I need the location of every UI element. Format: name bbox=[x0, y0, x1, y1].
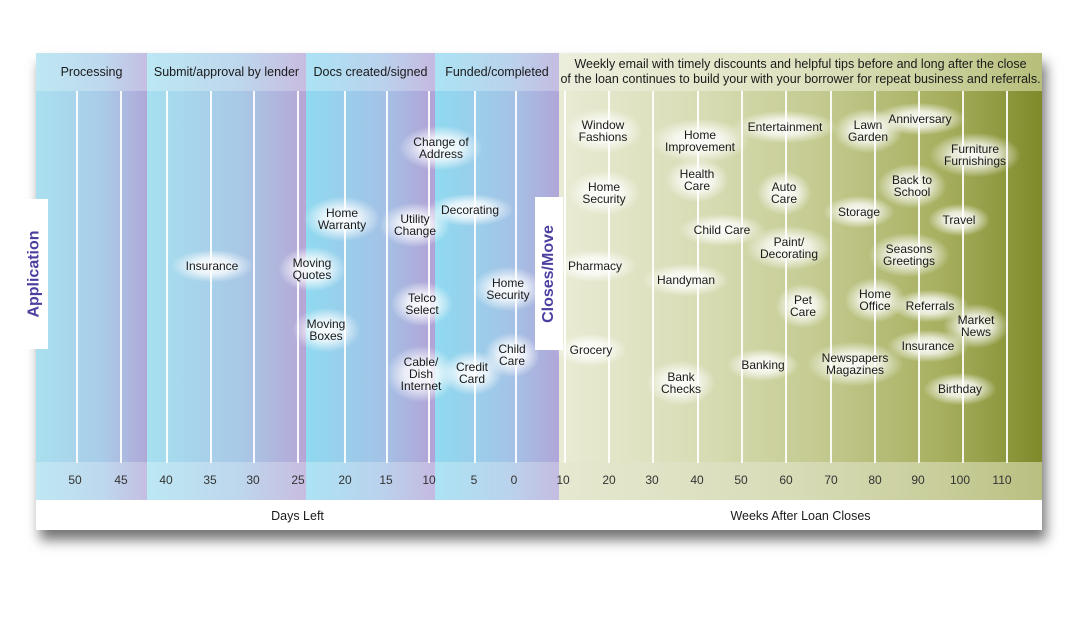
days-tick: 0 bbox=[510, 473, 518, 487]
item-handyman: Handyman bbox=[642, 264, 730, 296]
days-left-label: Days Left bbox=[36, 501, 559, 530]
grid-line bbox=[166, 91, 168, 463]
item-entertainment: Entertainment bbox=[733, 111, 837, 143]
item-pharmacy: Pharmacy bbox=[553, 250, 637, 282]
phase-submit-approval: Submit/approval by lender bbox=[153, 65, 300, 79]
days-tick: 30 bbox=[246, 473, 260, 487]
item-paint-decorating: Paint/ Decorating bbox=[745, 226, 833, 270]
item-furniture-furnishings: Furniture Furnishings bbox=[929, 133, 1021, 177]
item-seasons-greetings: Seasons Greetings bbox=[868, 233, 950, 277]
weeks-tick: 40 bbox=[690, 473, 704, 487]
phase-docs: Docs created/signed bbox=[313, 65, 428, 79]
days-tick: 10 bbox=[422, 473, 436, 487]
tick-strip bbox=[36, 462, 559, 500]
weeks-tick: 10 bbox=[556, 473, 570, 487]
days-tick: 40 bbox=[159, 473, 173, 487]
weeks-tick: 110 bbox=[992, 473, 1012, 487]
item-health-care: Health Care bbox=[665, 158, 729, 202]
processing-band bbox=[36, 53, 147, 500]
days-tick: 15 bbox=[379, 473, 393, 487]
weeks-tick: 80 bbox=[868, 473, 882, 487]
grid-line bbox=[830, 91, 832, 463]
phase-funded: Funded/completed bbox=[445, 65, 549, 79]
grid-line bbox=[120, 91, 122, 463]
grid-line bbox=[874, 91, 876, 463]
weeks-tick: 90 bbox=[911, 473, 925, 487]
item-change-of-address: Change of Address bbox=[399, 126, 483, 170]
item-telco-select: Telco Select bbox=[391, 282, 453, 326]
weeks-tick: 50 bbox=[734, 473, 748, 487]
days-tick: 25 bbox=[291, 473, 305, 487]
grid-line bbox=[253, 91, 255, 463]
item-pet-care: Pet Care bbox=[775, 284, 831, 328]
grid-line bbox=[785, 91, 787, 463]
weeks-tick: 70 bbox=[824, 473, 838, 487]
application-label: Application bbox=[26, 230, 44, 318]
item-child-care: Child Care bbox=[484, 333, 540, 377]
days-tick: 50 bbox=[68, 473, 82, 487]
item-home-warranty: Home Warranty bbox=[303, 197, 381, 241]
grid-line bbox=[741, 91, 743, 463]
item-grocery: Grocery bbox=[555, 334, 627, 366]
weekly-note-line2: of the loan continues to build your with… bbox=[560, 72, 1041, 86]
weeks-after-label: Weeks After Loan Closes bbox=[559, 501, 1042, 530]
item-window-fashions: Window Fashions bbox=[564, 109, 642, 153]
item-travel: Travel bbox=[928, 204, 990, 236]
days-tick: 35 bbox=[203, 473, 217, 487]
days-tick: 20 bbox=[338, 473, 352, 487]
item-anniversary: Anniversary bbox=[874, 103, 966, 135]
weeks-tick: 20 bbox=[602, 473, 616, 487]
item-auto-care: Auto Care bbox=[756, 171, 812, 215]
grid-line bbox=[76, 91, 78, 463]
application-marker: Application bbox=[22, 199, 48, 349]
item-insurance: Insurance bbox=[171, 250, 253, 282]
grid-line bbox=[918, 91, 920, 463]
item-home-office: Home Office bbox=[844, 278, 906, 322]
item-birthday: Birthday bbox=[923, 373, 997, 405]
weekly-note-line1: Weekly email with timely discounts and h… bbox=[574, 57, 1027, 71]
tick-strip-post bbox=[559, 462, 1042, 500]
grid-line bbox=[962, 91, 964, 463]
item-decorating: Decorating bbox=[426, 194, 514, 226]
item-newspapers-magazines: Newspapers Magazines bbox=[807, 342, 903, 386]
item-home-security: Home Security bbox=[568, 171, 640, 215]
grid-line bbox=[1006, 91, 1008, 463]
days-tick: 45 bbox=[114, 473, 128, 487]
header-strip-post bbox=[559, 53, 1042, 91]
weeks-tick: 30 bbox=[645, 473, 659, 487]
grid-line bbox=[428, 91, 430, 463]
item-moving-boxes: Moving Boxes bbox=[292, 308, 360, 352]
item-moving-quotes: Moving Quotes bbox=[278, 247, 346, 291]
days-tick: 5 bbox=[470, 473, 478, 487]
item-insurance: Insurance bbox=[887, 330, 969, 362]
weeks-tick: 60 bbox=[779, 473, 793, 487]
item-bank-checks: Bank Checks bbox=[646, 361, 716, 405]
weekly-email-note: Weekly email with timely discounts and h… bbox=[559, 53, 1042, 91]
weeks-tick: 100 bbox=[949, 473, 971, 487]
timeline-panel: Processing Submit/approval by lender Doc… bbox=[22, 53, 1042, 530]
item-banking: Banking bbox=[727, 349, 799, 381]
grid-line bbox=[386, 91, 388, 463]
header-strip bbox=[36, 53, 559, 91]
item-home-security: Home Security bbox=[472, 267, 544, 311]
item-home-improvement: Home Improvement bbox=[650, 119, 750, 163]
phase-processing: Processing bbox=[60, 65, 123, 79]
